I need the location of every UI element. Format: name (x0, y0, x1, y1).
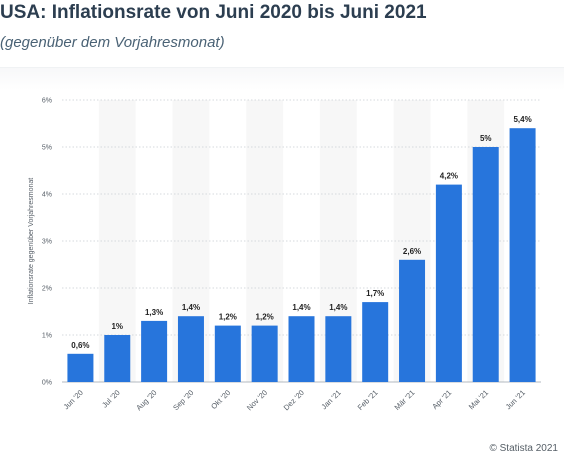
x-tick-label: Apr '21 (430, 388, 453, 411)
bar-value-label: 1,7% (366, 289, 384, 298)
bar-value-label: 1,4% (182, 303, 200, 312)
bar (251, 325, 278, 382)
x-tick-label: Okt '20 (209, 388, 232, 411)
bar-value-label: 0,6% (71, 341, 89, 350)
x-tick-label: Sep '20 (171, 388, 195, 412)
x-tick-label: Dez '20 (282, 388, 306, 412)
bar-value-label: 4,2% (440, 172, 458, 181)
y-tick-label: 3% (42, 239, 52, 246)
bar (399, 259, 426, 382)
bar (177, 316, 204, 382)
y-tick-label: 5% (42, 145, 52, 152)
bar (509, 128, 536, 382)
x-tick-label: Mai '21 (467, 388, 490, 411)
bar-value-label: 1,2% (219, 313, 237, 322)
bar-value-label: 1,4% (292, 303, 310, 312)
bar-value-label: 1% (111, 322, 123, 331)
bar (67, 353, 94, 382)
x-tick-label: Jun '20 (62, 388, 85, 411)
bar (472, 147, 499, 382)
bar (104, 335, 131, 382)
bar (141, 320, 168, 382)
chart-title: USA: Inflationsrate von Juni 2020 bis Ju… (0, 2, 427, 23)
y-tick-label: 6% (42, 98, 52, 105)
bar (362, 302, 389, 382)
x-tick-label: Jun '21 (504, 388, 527, 411)
y-axis-title: Inflationsrate gegenüber Vorjahresmonat (28, 178, 35, 305)
x-tick-label: Aug '20 (134, 388, 158, 412)
y-tick-label: 1% (42, 333, 52, 340)
bar-value-label: 1,3% (145, 308, 163, 317)
bar-value-label: 1,4% (329, 303, 347, 312)
bar-value-label: 2,6% (403, 247, 421, 256)
x-tick-label: Nov '20 (245, 388, 269, 412)
x-tick-label: Mär '21 (393, 388, 417, 412)
y-tick-label: 0% (42, 380, 52, 387)
bar (214, 325, 241, 382)
y-tick-label: 4% (42, 192, 52, 199)
bar (435, 184, 462, 382)
source-credit[interactable]: © Statista 2021 (489, 443, 558, 454)
bar-value-label: 5,4% (513, 115, 531, 124)
x-tick-label: Feb '21 (356, 388, 380, 412)
x-tick-label: Jan '21 (319, 388, 342, 411)
bar-value-label: 1,2% (256, 313, 274, 322)
x-tick-label: Jul '20 (100, 388, 122, 410)
y-tick-label: 2% (42, 286, 52, 293)
chart-subtitle: (gegenüber dem Vorjahresmonat) (0, 34, 225, 51)
bar (325, 316, 352, 382)
bar (288, 316, 315, 382)
bar-value-label: 5% (480, 134, 492, 143)
